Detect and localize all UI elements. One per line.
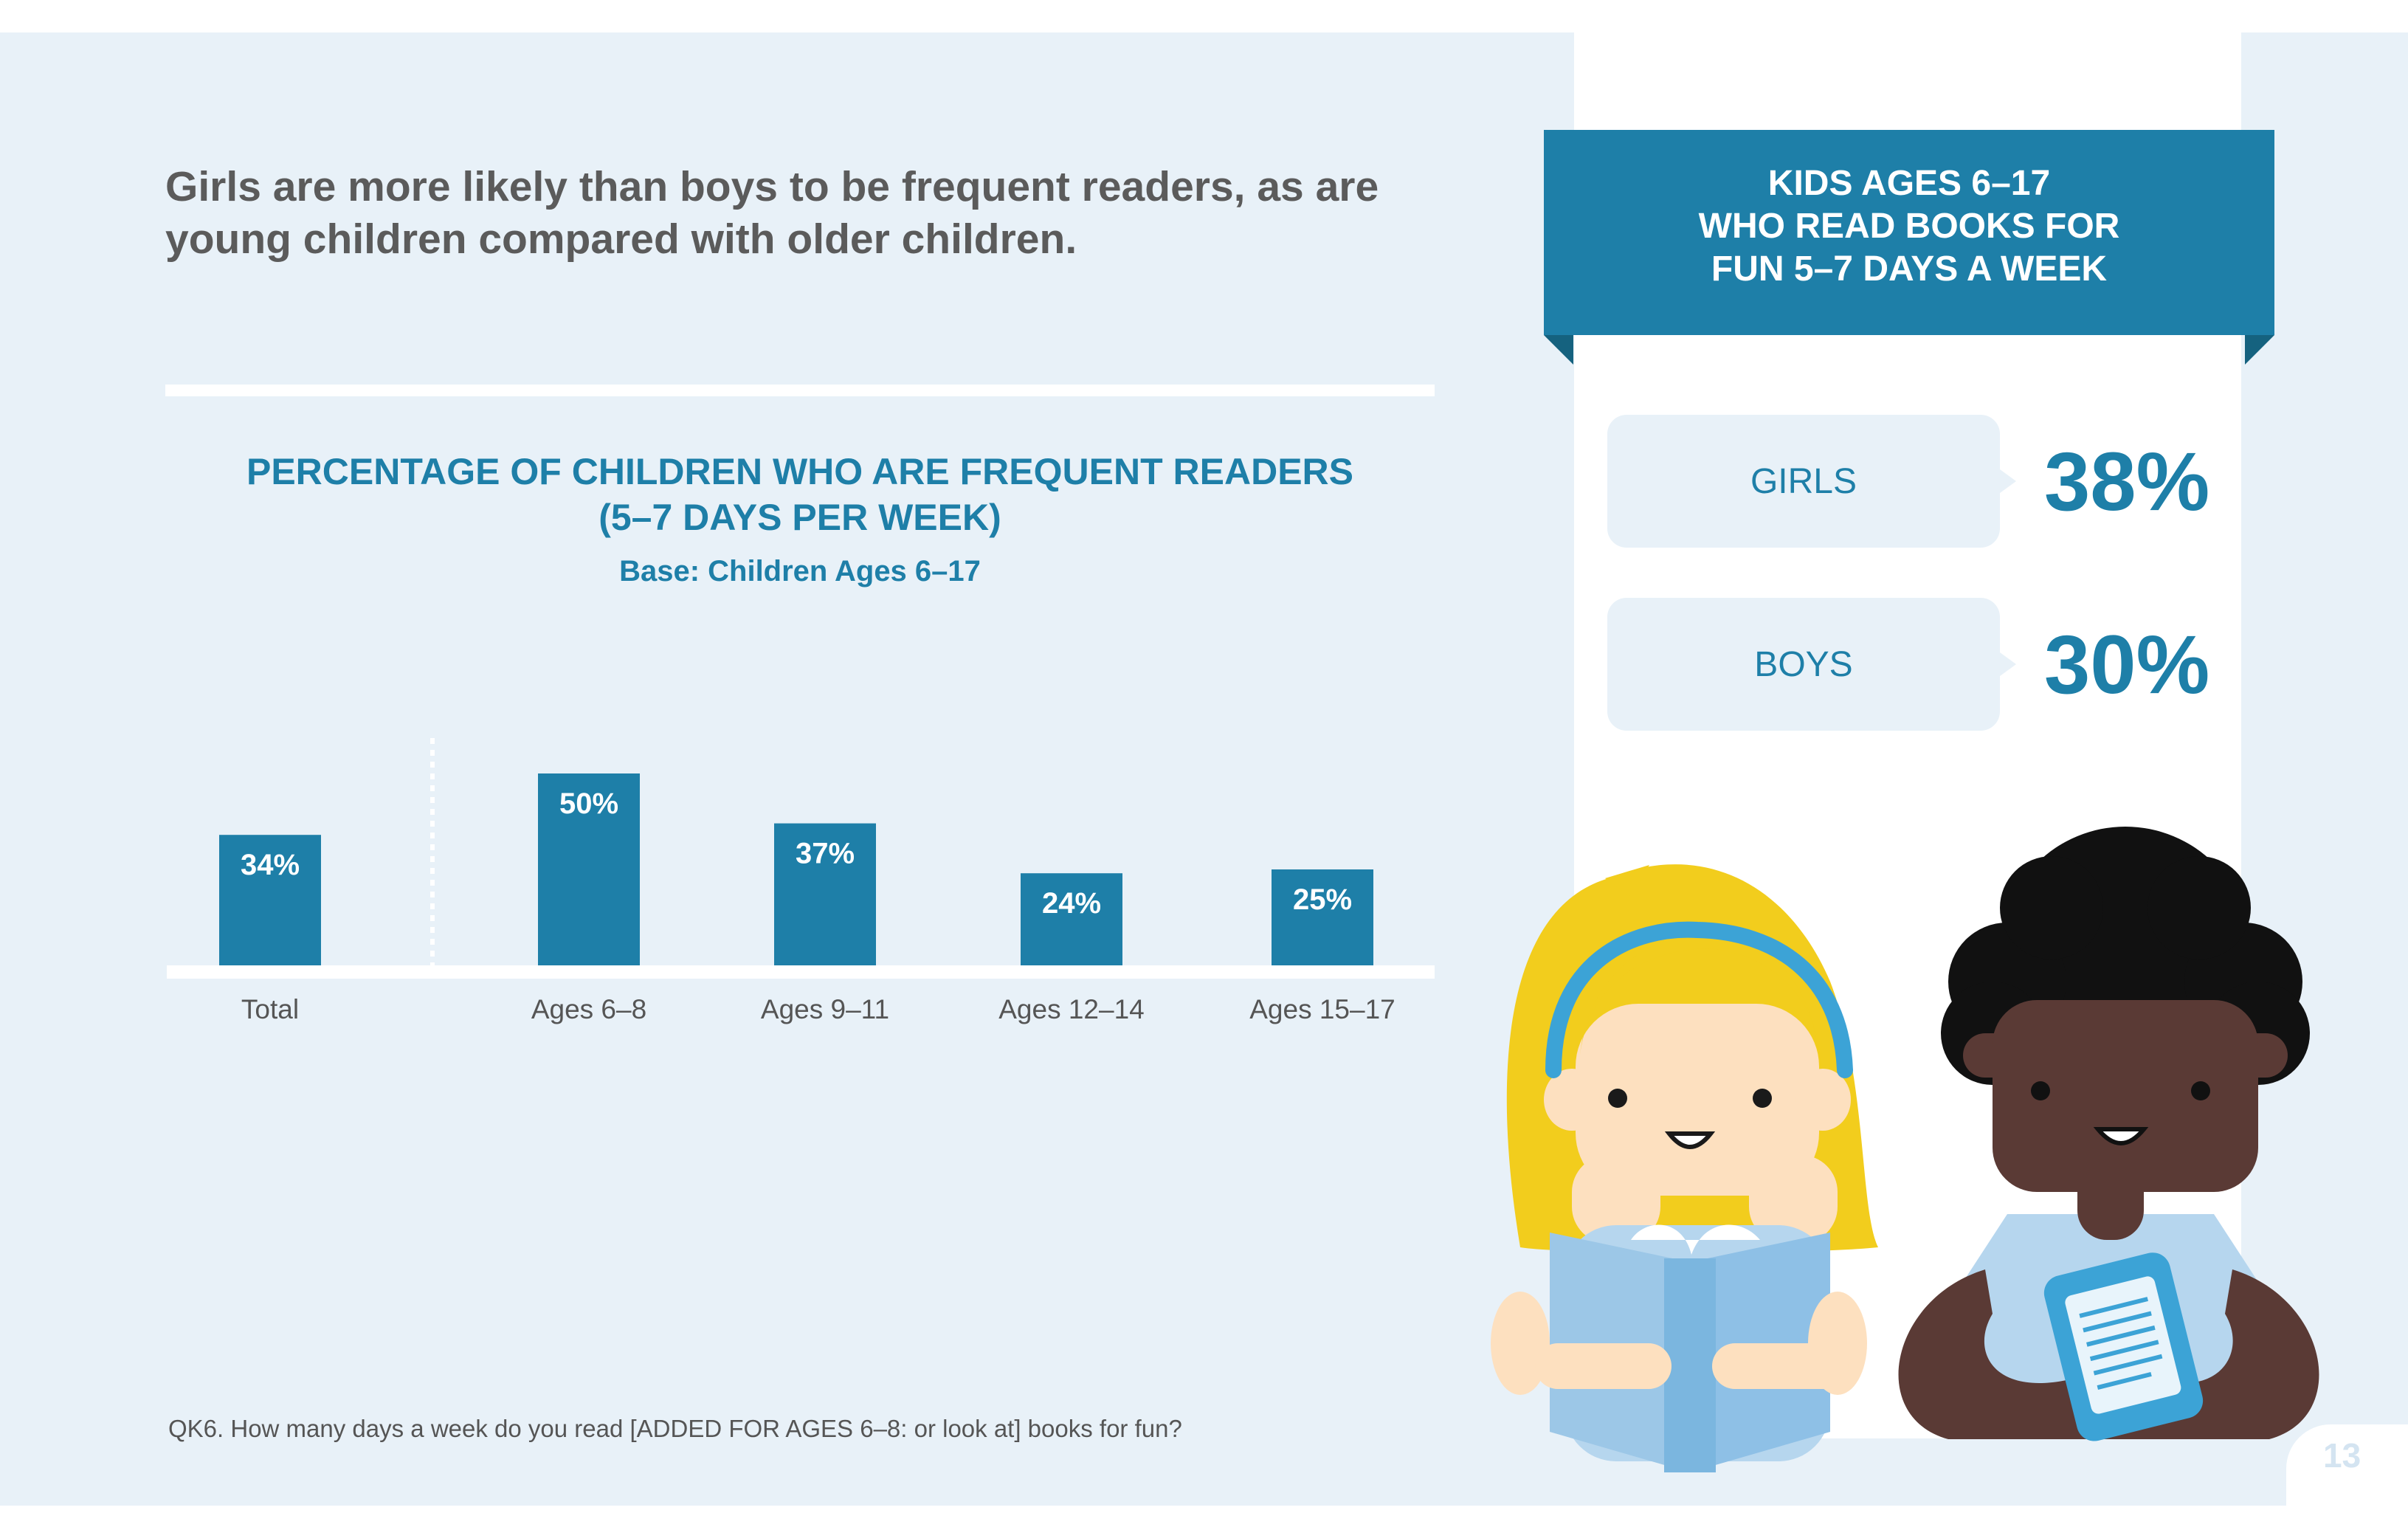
stat-value-boys: 30% (2044, 618, 2210, 711)
headline-line-2: young children compared with older child… (165, 216, 1077, 263)
stat-value-girls: 38% (2044, 435, 2210, 528)
category-label: Ages 12–14 (998, 994, 1145, 1024)
bar-chart: 34% Total 50% Ages 6–8 37% Ages 9–11 24% Ages 1… (167, 738, 1435, 1024)
page-number: 13 (2323, 1436, 2362, 1475)
chart-title: PERCENTAGE OF CHILDREN WHO ARE FREQUENT … (165, 449, 1435, 540)
bar-value-label: 37% (796, 838, 855, 870)
chart-title-line-1: PERCENTAGE OF CHILDREN WHO ARE FREQUENT … (246, 451, 1354, 492)
headline: Girls are more likely than boys to be fr… (165, 161, 1449, 266)
category-label: Ages 6–8 (531, 994, 646, 1024)
callout-title-line-2: WHO READ BOOKS FOR (1698, 207, 2120, 246)
callout-title-line-1: KIDS AGES 6–17 (1767, 164, 2051, 203)
stat-pointer-boys (2000, 652, 2016, 676)
bar (1021, 873, 1122, 965)
boy-reading-ereader-illustration (1898, 827, 2319, 1441)
girl-reading-book-illustration (1491, 864, 1878, 1472)
bar-value-label: 34% (241, 849, 300, 881)
chart-subtitle: Base: Children Ages 6–17 (619, 555, 981, 587)
banner-fold-left (1544, 335, 1573, 365)
chart-title-line-2: (5–7 DAYS PER WEEK) (598, 497, 1001, 538)
page-number-tab (2286, 1424, 2408, 1513)
stat-label-boys: BOYS (1607, 598, 2000, 731)
bar-value-label: 25% (1293, 883, 1352, 916)
category-label: Ages 9–11 (761, 994, 889, 1024)
bar-value-label: 50% (559, 787, 618, 820)
bar-value-label: 24% (1042, 887, 1101, 920)
bar (1272, 869, 1373, 965)
stat-label-girls: GIRLS (1607, 415, 2000, 548)
category-label: Total (241, 994, 299, 1024)
callout-banner: KIDS AGES 6–17 WHO READ BOOKS FOR FUN 5–… (1544, 130, 2274, 335)
bar (538, 773, 640, 965)
section-divider (165, 385, 1435, 396)
headline-line-1: Girls are more likely than boys to be fr… (165, 163, 1379, 210)
stat-pointer-girls (2000, 469, 2016, 493)
chart-baseline (167, 965, 1435, 979)
bar (774, 823, 876, 965)
bar (219, 835, 321, 965)
category-label: Ages 15–17 (1249, 994, 1396, 1024)
callout-title-line-3: FUN 5–7 DAYS A WEEK (1711, 249, 2108, 289)
banner-fold-right (2245, 335, 2274, 365)
footnote: QK6. How many days a week do you read [A… (168, 1415, 1182, 1442)
